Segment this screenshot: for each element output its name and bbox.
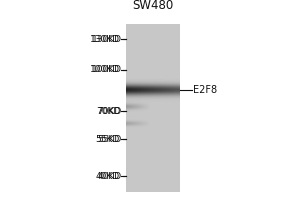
Text: 55KD: 55KD bbox=[97, 135, 122, 144]
Text: 70KD: 70KD bbox=[96, 107, 120, 116]
Text: 40KD: 40KD bbox=[98, 172, 122, 181]
Text: 55KD: 55KD bbox=[96, 135, 120, 144]
Text: E2F8: E2F8 bbox=[194, 85, 218, 95]
Text: 100KD: 100KD bbox=[92, 65, 122, 74]
Text: 70KD: 70KD bbox=[97, 107, 122, 116]
Text: 130KD: 130KD bbox=[92, 35, 122, 44]
Text: 100KD: 100KD bbox=[90, 65, 120, 74]
Text: SW480: SW480 bbox=[132, 0, 174, 12]
Text: 40KD: 40KD bbox=[96, 172, 120, 181]
Text: 130KD: 130KD bbox=[90, 35, 120, 44]
